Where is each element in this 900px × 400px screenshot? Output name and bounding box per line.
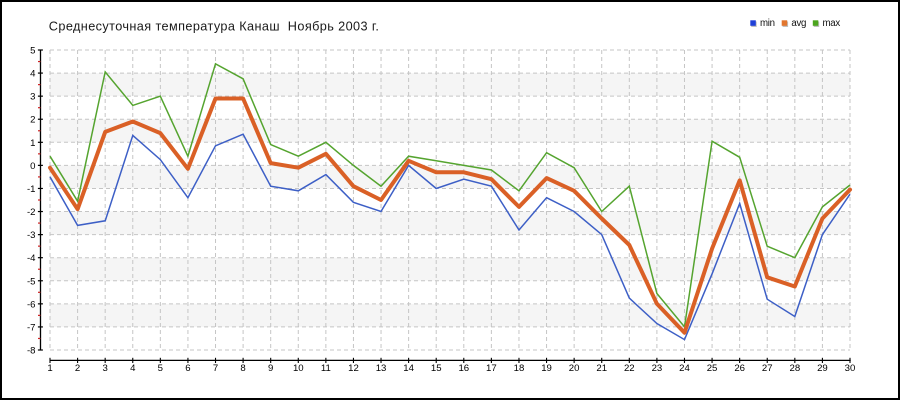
svg-text:3: 3 xyxy=(102,363,107,374)
svg-text:5: 5 xyxy=(30,46,35,57)
svg-text:21: 21 xyxy=(596,363,607,374)
svg-text:7: 7 xyxy=(213,363,218,374)
svg-text:-8: -8 xyxy=(27,346,36,357)
svg-text:4: 4 xyxy=(130,363,136,374)
svg-text:-6: -6 xyxy=(27,299,36,310)
svg-text:-2: -2 xyxy=(27,207,36,218)
svg-text:15: 15 xyxy=(431,363,442,374)
svg-text:11: 11 xyxy=(321,363,331,374)
svg-text:26: 26 xyxy=(734,363,745,374)
svg-text:28: 28 xyxy=(789,363,800,374)
svg-text:9: 9 xyxy=(268,363,273,374)
svg-text:-4: -4 xyxy=(27,253,36,264)
svg-text:1: 1 xyxy=(47,363,52,374)
svg-text:-5: -5 xyxy=(27,276,36,287)
svg-text:18: 18 xyxy=(514,363,525,374)
svg-text:min: min xyxy=(760,18,775,29)
svg-text:13: 13 xyxy=(376,363,387,374)
svg-text:24: 24 xyxy=(679,363,690,374)
svg-text:8: 8 xyxy=(240,363,245,374)
svg-text:30: 30 xyxy=(845,363,856,374)
svg-text:1: 1 xyxy=(30,138,35,149)
svg-text:20: 20 xyxy=(569,363,580,374)
svg-text:19: 19 xyxy=(541,363,552,374)
svg-text:29: 29 xyxy=(817,363,828,374)
svg-text:14: 14 xyxy=(403,363,414,374)
svg-text:23: 23 xyxy=(652,363,663,374)
svg-text:16: 16 xyxy=(458,363,469,374)
svg-text:10: 10 xyxy=(293,363,304,374)
svg-text:-7: -7 xyxy=(27,322,36,333)
svg-text:6: 6 xyxy=(185,363,190,374)
svg-text:2: 2 xyxy=(30,115,35,126)
svg-text:4: 4 xyxy=(30,69,36,80)
svg-text:3: 3 xyxy=(30,92,35,103)
svg-text:-1: -1 xyxy=(27,184,36,195)
svg-text:22: 22 xyxy=(624,363,635,374)
svg-text:17: 17 xyxy=(486,363,497,374)
svg-text:Среднесуточная температура Кан: Среднесуточная температура Канаш Ноябрь … xyxy=(49,20,380,34)
svg-text:12: 12 xyxy=(348,363,359,374)
svg-text:2: 2 xyxy=(75,363,80,374)
svg-text:-3: -3 xyxy=(27,230,36,241)
svg-text:25: 25 xyxy=(707,363,718,374)
svg-text:max: max xyxy=(823,18,841,29)
svg-text:avg: avg xyxy=(791,18,806,29)
svg-text:5: 5 xyxy=(158,363,163,374)
svg-text:27: 27 xyxy=(762,363,773,374)
svg-text:0: 0 xyxy=(30,161,35,172)
